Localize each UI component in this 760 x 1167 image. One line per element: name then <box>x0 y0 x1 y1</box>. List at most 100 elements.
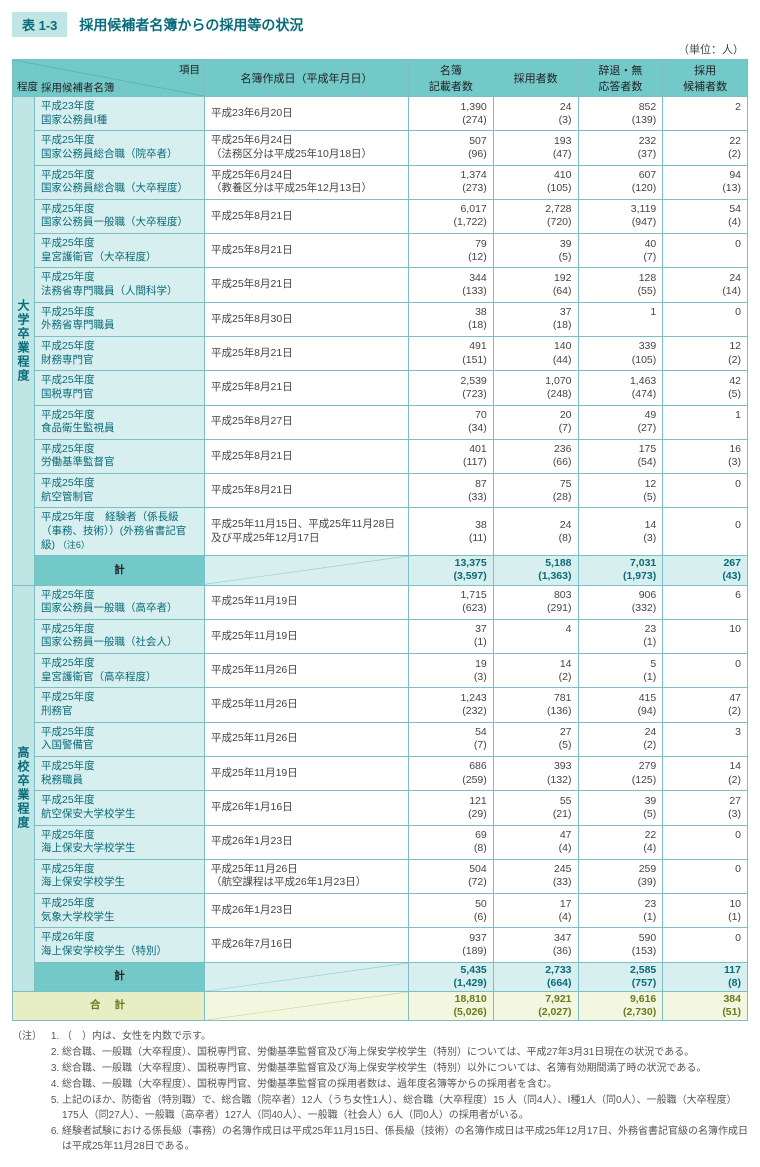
table-title: 表 1-3 採用候補者名簿からの採用等の状況 <box>12 12 748 37</box>
row-date: 平成25年11月19日 <box>205 619 409 653</box>
table-row: 平成25年度 国家公務員総合職（大卒程度）平成25年6月24日 （教養区分は平成… <box>13 165 748 199</box>
subtotal-label: 計 <box>35 556 205 585</box>
num-cell: 121(29) <box>409 791 494 825</box>
num-cell: 79(12) <box>409 234 494 268</box>
row-name: 平成25年度 法務省専門職員（人間科学） <box>35 268 205 302</box>
row-date: 平成25年8月21日 <box>205 336 409 370</box>
num-cell: 87(33) <box>409 474 494 508</box>
num-cell: 47(4) <box>493 825 578 859</box>
row-date: 平成23年6月20日 <box>205 97 409 131</box>
unit-label: （単位：人） <box>12 41 744 57</box>
num-cell: 5,435(1,429) <box>409 962 494 991</box>
row-date: 平成25年8月21日 <box>205 234 409 268</box>
num-cell: 1 <box>663 405 748 439</box>
num-cell: 20(7) <box>493 405 578 439</box>
row-name: 平成25年度 労働基準監督官 <box>35 439 205 473</box>
num-cell: 347(36) <box>493 928 578 962</box>
num-cell: 16(3) <box>663 439 748 473</box>
num-cell: 17(4) <box>493 894 578 928</box>
num-cell: 23(1) <box>578 894 663 928</box>
num-cell: 1,715(623) <box>409 585 494 619</box>
num-cell: 607(120) <box>578 165 663 199</box>
num-cell: 3,119(947) <box>578 199 663 233</box>
num-cell: 937(189) <box>409 928 494 962</box>
num-cell: 6 <box>663 585 748 619</box>
footnotes: （注） （ ）内は、女性を内数で示す。総合職、一般職（大卒程度）、国税専門官、労… <box>12 1029 748 1155</box>
table-row: 平成25年度 税務職員平成25年11月19日686(259)393(132)27… <box>13 756 748 790</box>
num-cell: 279(125) <box>578 756 663 790</box>
note-item: 総合職、一般職（大卒程度）、国税専門官、労働基準監督官の採用者数は、過年度名簿等… <box>62 1077 748 1092</box>
row-date: 平成25年8月21日 <box>205 199 409 233</box>
row-name: 平成25年度 刑務官 <box>35 688 205 722</box>
row-date: 平成25年8月30日 <box>205 302 409 336</box>
num-cell: 69(8) <box>409 825 494 859</box>
title-text: 採用候補者名簿からの採用等の状況 <box>79 15 303 35</box>
row-name: 平成25年度 航空保安大学校学生 <box>35 791 205 825</box>
num-cell: 590(153) <box>578 928 663 962</box>
num-cell: 38(11) <box>409 508 494 556</box>
table-row: 平成25年度 法務省専門職員（人間科学）平成25年8月21日344(133)19… <box>13 268 748 302</box>
num-cell: 803(291) <box>493 585 578 619</box>
row-name: 平成25年度 国税専門官 <box>35 371 205 405</box>
num-cell: 7,921(2,027) <box>493 991 578 1020</box>
num-cell: 9,616(2,730) <box>578 991 663 1020</box>
grand-blank <box>205 991 409 1020</box>
row-name: 平成25年度 外務省専門職員 <box>35 302 205 336</box>
row-name: 平成25年度 国家公務員一般職（高卒者） <box>35 585 205 619</box>
table-row: 平成25年度 食品衛生監視員平成25年8月27日70(34)20(7)49(27… <box>13 405 748 439</box>
group-label: 高校卒業程度 <box>13 585 35 991</box>
row-name: 平成23年度 国家公務員Ⅰ種 <box>35 97 205 131</box>
num-cell: 7,031(1,973) <box>578 556 663 585</box>
subtotal-blank <box>205 962 409 991</box>
num-cell: 75(28) <box>493 474 578 508</box>
num-cell: 5(1) <box>578 654 663 688</box>
num-cell: 852(139) <box>578 97 663 131</box>
num-cell: 0 <box>663 859 748 893</box>
num-cell: 1,243(232) <box>409 688 494 722</box>
num-cell: 42(5) <box>663 371 748 405</box>
subtotal-row: 計5,435(1,429)2,733(664)2,585(757)117(8) <box>13 962 748 991</box>
table-row: 平成25年度 海上保安学校学生平成25年11月26日 （航空課程は平成26年1月… <box>13 859 748 893</box>
note-item: 上記のほか、防衛省（特別職）で、総合職（院卒者）12人（うち女性1人）、総合職（… <box>62 1093 748 1123</box>
num-cell: 37(18) <box>493 302 578 336</box>
num-cell: 3 <box>663 722 748 756</box>
num-cell: 393(132) <box>493 756 578 790</box>
row-date: 平成25年11月15日、平成25年11月28日 及び平成25年12月17日 <box>205 508 409 556</box>
num-cell: 384(51) <box>663 991 748 1020</box>
row-date: 平成25年8月27日 <box>205 405 409 439</box>
num-cell: 2 <box>663 97 748 131</box>
num-cell: 339(105) <box>578 336 663 370</box>
table-row: 平成25年度 国家公務員一般職（社会人）平成25年11月19日37(1)4 23… <box>13 619 748 653</box>
table-row: 平成25年度 経験者（係長級（事務、技術））(外務省書記官級) （注6）平成25… <box>13 508 748 556</box>
row-date: 平成25年11月19日 <box>205 756 409 790</box>
num-cell: 906(332) <box>578 585 663 619</box>
row-name: 平成25年度 海上保安学校学生 <box>35 859 205 893</box>
row-date: 平成25年8月21日 <box>205 474 409 508</box>
num-cell: 2,539(723) <box>409 371 494 405</box>
num-cell: 401(117) <box>409 439 494 473</box>
row-name: 平成25年度 国家公務員一般職（大卒程度） <box>35 199 205 233</box>
row-name: 平成25年度 航空管制官 <box>35 474 205 508</box>
num-cell: 232(37) <box>578 131 663 165</box>
num-cell: 236(66) <box>493 439 578 473</box>
num-cell: 12(5) <box>578 474 663 508</box>
num-cell: 39(5) <box>578 791 663 825</box>
num-cell: 22(4) <box>578 825 663 859</box>
num-cell: 0 <box>663 928 748 962</box>
title-badge: 表 1-3 <box>12 12 67 37</box>
num-cell: 14(2) <box>493 654 578 688</box>
grand-label: 合計 <box>13 991 205 1020</box>
row-name: 平成25年度 皇宮護衛官（高卒程度） <box>35 654 205 688</box>
num-cell: 2,733(664) <box>493 962 578 991</box>
num-cell: 193(47) <box>493 131 578 165</box>
num-cell: 40(7) <box>578 234 663 268</box>
num-cell: 54(4) <box>663 199 748 233</box>
num-cell: 410(105) <box>493 165 578 199</box>
row-date: 平成25年6月24日 （法務区分は平成25年10月18日） <box>205 131 409 165</box>
num-cell: 267(43) <box>663 556 748 585</box>
num-cell: 39(5) <box>493 234 578 268</box>
grand-total-row: 合計18,810(5,026)7,921(2,027)9,616(2,730)3… <box>13 991 748 1020</box>
table-row: 平成25年度 航空管制官平成25年8月21日87(33)75(28)12(5)0 <box>13 474 748 508</box>
num-cell: 13,375(3,597) <box>409 556 494 585</box>
num-cell: 22(2) <box>663 131 748 165</box>
